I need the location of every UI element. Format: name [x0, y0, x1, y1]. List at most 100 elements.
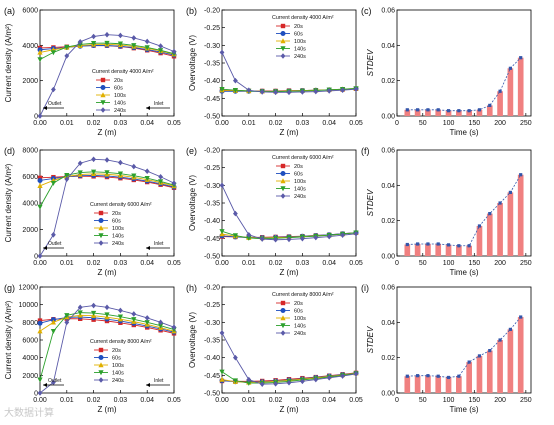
series-point-140s: [50, 328, 56, 334]
series-point-240s: [246, 232, 252, 238]
bar: [497, 203, 503, 256]
legend-marker: [280, 53, 286, 59]
y-tick-label: 2000: [22, 373, 38, 380]
series-point-20s: [37, 175, 43, 181]
series-point-240s: [326, 88, 332, 94]
legend-marker: [280, 315, 286, 321]
y-axis-label: STDEV: [366, 49, 375, 76]
panel-e: (e) 0.00 0.01 0.02 0.03 0.04 0.05 -0.20 -0.25 -0.…: [186, 146, 363, 277]
series-point-140s: [77, 310, 83, 316]
series-point-140s: [232, 233, 238, 239]
series-point-240s: [340, 87, 345, 94]
legend-marker: [280, 163, 286, 169]
legend-marker: [280, 31, 286, 36]
legend-marker: [98, 210, 104, 216]
legend-marker: [280, 193, 286, 199]
series-point-240s: [353, 371, 359, 377]
y-axis-label: Current density (A/m²): [4, 300, 13, 379]
legend-label: 240s: [112, 241, 124, 247]
series-point-140s: [246, 380, 252, 386]
bar: [486, 213, 493, 256]
legend-label: 60s: [294, 172, 303, 178]
bar: [435, 243, 442, 256]
bar: [497, 91, 503, 116]
plot-frame: [396, 149, 532, 257]
series-point-140s: [104, 40, 110, 46]
bar: [425, 375, 431, 393]
y-tick-label: -0.30: [204, 183, 220, 190]
y-tick-label: 8000: [22, 320, 38, 327]
y-tick-label: 6000: [22, 174, 38, 181]
series-point-140s: [50, 50, 56, 56]
x-tick-label: 150: [468, 397, 480, 404]
bar-point: [446, 109, 451, 113]
x-tick-label: 0.00: [215, 260, 229, 267]
series-point-240s: [51, 232, 56, 238]
annotation-inlet: Inlet: [154, 241, 164, 247]
series-point-60s: [37, 320, 43, 326]
bar-point: [488, 349, 492, 353]
series-point-240s: [340, 373, 345, 379]
series-point-240s: [64, 53, 70, 59]
panel-label: (d): [4, 146, 15, 156]
y-tick-label: 0.04: [381, 43, 395, 50]
x-tick-label: 0.04: [322, 260, 336, 267]
legend-label: 20s: [294, 301, 303, 307]
legend-marker: [280, 23, 286, 29]
legend-marker: [98, 225, 104, 231]
x-tick-label: 0.05: [167, 120, 181, 127]
series-point-140s: [117, 314, 123, 320]
series-point-240s: [118, 159, 123, 166]
series-point-140s: [219, 86, 225, 92]
series-point-100s: [37, 328, 43, 334]
y-tick-label: -0.30: [204, 43, 220, 50]
legend-label: 100s: [112, 363, 124, 369]
bar-point: [488, 212, 492, 216]
legend-title: Current density 6000 A/m²: [90, 202, 152, 208]
x-axis-label: Time (s): [449, 405, 478, 414]
series-point-140s: [117, 171, 123, 177]
bar: [507, 192, 514, 256]
legend-label: 20s: [112, 348, 121, 354]
bar-point: [416, 108, 420, 112]
series-point-20s: [37, 318, 43, 323]
bar: [425, 109, 431, 116]
series-point-140s: [158, 48, 164, 54]
legend-label: 100s: [112, 226, 124, 232]
x-tick-label: 0.02: [269, 397, 283, 404]
y-axis-label: Overvoltage (V): [188, 175, 197, 231]
series-point-240s: [259, 89, 265, 95]
legend-marker: [98, 355, 104, 360]
series-point-240s: [353, 86, 359, 92]
x-tick-label: 0.02: [269, 120, 283, 127]
series-point-240s: [104, 157, 110, 163]
arrow-head: [146, 246, 150, 250]
series-point-140s: [144, 320, 150, 326]
arrow-head: [146, 106, 150, 110]
series-point-240s: [246, 376, 252, 383]
y-axis-label: Current density (A/m²): [4, 163, 13, 242]
series-point-140s: [37, 57, 43, 63]
panel-i: (i) 0 50 100 150 200 250 0.00 0.02 0.04 0.06 Time (…: [361, 283, 532, 414]
x-tick-label: 0.04: [140, 397, 154, 404]
x-tick-label: 0.01: [242, 397, 256, 404]
series-point-240s: [171, 48, 177, 55]
bar-point: [436, 108, 440, 112]
x-tick-label: 250: [520, 120, 532, 127]
bar: [445, 244, 452, 256]
series-point-240s: [171, 324, 177, 330]
bar-point: [519, 315, 523, 319]
x-axis-label: Z (m): [279, 268, 298, 277]
series-point-140s: [131, 317, 137, 323]
panel-label: (e): [186, 146, 197, 156]
bar: [414, 375, 421, 393]
bar: [507, 329, 514, 393]
series-point-240s: [286, 236, 292, 243]
x-tick-label: 0.03: [296, 397, 310, 404]
legend-label: 140s: [294, 324, 306, 330]
series-point-240s: [219, 182, 225, 189]
series-point-240s: [300, 378, 305, 385]
x-tick-label: 0.02: [87, 260, 101, 267]
series-point-240s: [64, 319, 70, 326]
y-axis-label: STDEV: [366, 189, 375, 216]
